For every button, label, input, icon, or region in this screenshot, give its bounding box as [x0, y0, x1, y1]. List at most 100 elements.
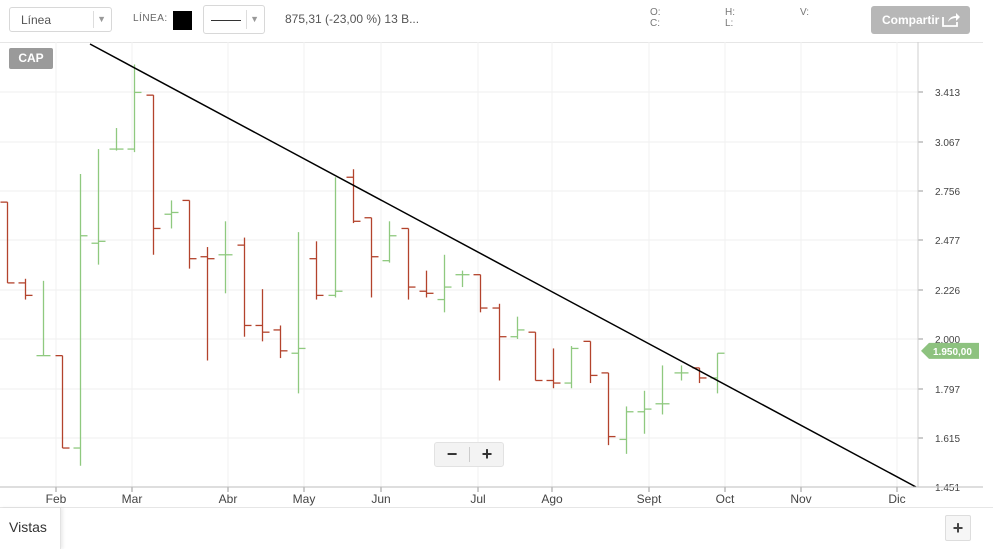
- low-label: L:: [725, 18, 734, 29]
- ohlc-open-close: O: C:: [650, 7, 661, 29]
- chevron-down-icon: ▼: [97, 14, 106, 24]
- ohlc-bar: [637, 390, 652, 434]
- line-style-select[interactable]: ▼: [203, 5, 265, 34]
- month-label: Nov: [790, 492, 811, 506]
- open-label: O:: [650, 7, 661, 18]
- ohlc-bar: [164, 200, 179, 229]
- ohlc-bar: [73, 174, 88, 466]
- ohlc-high-low: H: L:: [725, 7, 735, 29]
- price-chart[interactable]: 3.413 3.067 2.756 2.477 2.226 2.000 1.797 1.615…: [0, 42, 993, 507]
- ohlc-bars: [0, 64, 725, 466]
- quote-summary: 875,31 (-23,00 %) 13 B...: [285, 12, 420, 26]
- symbol-badge: CAP: [9, 48, 53, 69]
- ohlc-bar: [309, 241, 324, 300]
- price-label: 2.477: [935, 236, 960, 247]
- ohlc-bar: [55, 354, 70, 449]
- price-label: 3.413: [935, 88, 960, 99]
- month-label: Feb: [46, 492, 67, 506]
- views-bar: Vistas +: [0, 507, 993, 549]
- price-label: 2.226: [935, 286, 960, 297]
- ohlc-bar: [419, 270, 434, 298]
- share-label: Compartir: [882, 13, 940, 27]
- chart-type-value: Línea: [21, 13, 52, 27]
- zoom-in-button[interactable]: +: [481, 444, 493, 464]
- month-label: Ago: [541, 492, 563, 506]
- select-divider: [93, 11, 94, 28]
- chevron-down-icon: ▼: [250, 14, 259, 24]
- zoom-divider: [469, 447, 470, 462]
- month-label: Jul: [470, 492, 485, 506]
- ohlc-bar: [583, 340, 598, 384]
- ohlc-bar: [455, 270, 470, 288]
- ohlc-bar: [601, 372, 616, 446]
- tab-vistas[interactable]: Vistas: [0, 508, 61, 549]
- ohlc-bar: [528, 331, 543, 382]
- month-label: Oct: [716, 492, 735, 506]
- ohlc-bar: [674, 365, 689, 381]
- ohlc-bar: [510, 316, 525, 339]
- chart-toolbar: Línea ▼ LÍNEA: ▼ 875,31 (-23,00 %) 13 B.…: [0, 0, 993, 43]
- price-label: 2.756: [935, 187, 960, 198]
- line-style-preview: [211, 20, 241, 21]
- close-label: C:: [650, 18, 660, 29]
- ohlc-bar: [36, 280, 51, 357]
- month-label: Jun: [371, 492, 390, 506]
- month-label: May: [293, 492, 316, 506]
- volume-label: V:: [800, 7, 810, 18]
- zoom-out-button[interactable]: −: [446, 444, 458, 464]
- chart-area[interactable]: 3.413 3.067 2.756 2.477 2.226 2.000 1.797 1.615…: [0, 42, 993, 507]
- select-divider: [246, 10, 247, 29]
- ohlc-bar: [546, 348, 561, 389]
- right-panel-edge: [983, 42, 993, 507]
- month-label: Dic: [888, 492, 905, 506]
- ohlc-bar: [564, 346, 579, 389]
- ohlc-bar: [200, 247, 215, 361]
- high-label: H:: [725, 7, 735, 18]
- ohlc-bar: [127, 64, 142, 153]
- price-label: 1.615: [935, 434, 960, 445]
- month-label: Mar: [122, 492, 143, 506]
- ohlc-bar: [218, 221, 233, 294]
- price-label: 2.000: [935, 335, 960, 346]
- ohlc-bar: [273, 325, 288, 359]
- ohlc-bar: [146, 94, 161, 255]
- ohlc-bar: [18, 278, 33, 300]
- price-label: 1.451: [935, 483, 960, 494]
- ohlc-bar: [437, 254, 452, 313]
- ohlc-bar: [364, 217, 379, 298]
- ohlc-bar: [91, 149, 106, 265]
- ohlc-bar: [291, 232, 306, 394]
- ohlc-bar: [710, 352, 725, 394]
- grid-lines: [0, 42, 918, 488]
- share-button[interactable]: Compartir: [871, 6, 970, 34]
- ohlc-bar: [473, 274, 488, 313]
- last-price-marker: [921, 342, 979, 359]
- price-label: 1.797: [935, 385, 960, 396]
- price-label: 3.067: [935, 138, 960, 149]
- ohlc-bar: [328, 177, 343, 298]
- line-color-swatch[interactable]: [173, 11, 192, 30]
- month-label: Abr: [219, 492, 238, 506]
- ohlc-bar: [182, 199, 197, 269]
- ohlc-bar: [382, 221, 397, 263]
- chart-type-select[interactable]: Línea ▼: [9, 7, 112, 32]
- last-price-label: 1.950,00: [933, 347, 972, 358]
- trend-line-layer: [89, 43, 917, 488]
- month-label: Sept: [637, 492, 662, 506]
- ohlc-volume: V:: [800, 7, 809, 18]
- tab-vistas-label: Vistas: [9, 519, 47, 535]
- zoom-control: − +: [434, 442, 504, 467]
- share-icon: [941, 12, 961, 31]
- ohlc-bar: [109, 128, 124, 151]
- ohlc-bar: [492, 303, 507, 381]
- ohlc-bar: [237, 237, 252, 337]
- trend-line: [89, 43, 917, 488]
- ohlc-bar: [619, 406, 634, 454]
- ohlc-bar: [655, 365, 670, 415]
- ohlc-bar: [346, 169, 361, 224]
- ohlc-bar: [0, 201, 15, 284]
- line-color-label: LÍNEA:: [133, 13, 168, 24]
- add-view-button[interactable]: +: [945, 515, 971, 541]
- ohlc-bar: [401, 227, 416, 300]
- axes: 3.413 3.067 2.756 2.477 2.226 2.000 1.797 1.615…: [0, 42, 983, 506]
